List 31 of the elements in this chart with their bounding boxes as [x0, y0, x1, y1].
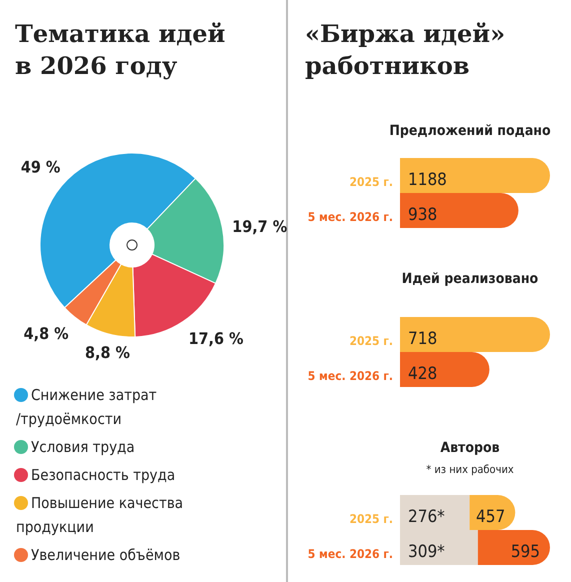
- data-label: 8,8 %: [84, 343, 130, 362]
- chart-subtitle: Идей реализовано: [402, 271, 539, 287]
- data-label: 1188: [408, 170, 447, 190]
- legend-item: Повышение качества продукции: [14, 494, 184, 536]
- data-label: 49 %: [20, 157, 60, 176]
- data-label: 17,6 %: [188, 328, 244, 348]
- text: * из них рабочих: [426, 463, 514, 476]
- data-label: 276*: [408, 507, 446, 527]
- y-tick-label: 2025 г.: [349, 512, 393, 526]
- y-tick-label: 5 мес. 2026 г.: [308, 210, 393, 224]
- total-label: 457: [476, 507, 506, 527]
- legend-item: Безопасность труда: [14, 466, 176, 484]
- data-label: 938: [408, 205, 438, 225]
- data-label: 718: [408, 329, 438, 349]
- y-tick-label: 5 мес. 2026 г.: [308, 369, 393, 383]
- chart-title: Тематика идей в 2026 году: [15, 19, 226, 80]
- y-tick-label: 5 мес. 2026 г.: [308, 547, 393, 561]
- chart-title: «Биржа идей» работников: [305, 19, 506, 80]
- chart-subtitle: Предложений подано: [389, 123, 552, 139]
- data-label: 19,7 %: [232, 216, 288, 236]
- data-label: 4,8 %: [24, 324, 69, 343]
- legend-item: Снижение затрат /трудоёмкости: [14, 386, 157, 428]
- bar: [478, 530, 550, 565]
- total-label: 595: [510, 542, 540, 562]
- chart-subtitle: Авторов: [440, 440, 500, 456]
- y-tick-label: 2025 г.: [349, 334, 393, 348]
- data-label: 428: [408, 364, 438, 384]
- legend-item: Условия труда: [14, 438, 135, 456]
- y-tick-label: 2025 г.: [349, 175, 393, 189]
- legend-item: Увеличение объёмов: [14, 546, 180, 564]
- data-label: 309*: [408, 542, 446, 562]
